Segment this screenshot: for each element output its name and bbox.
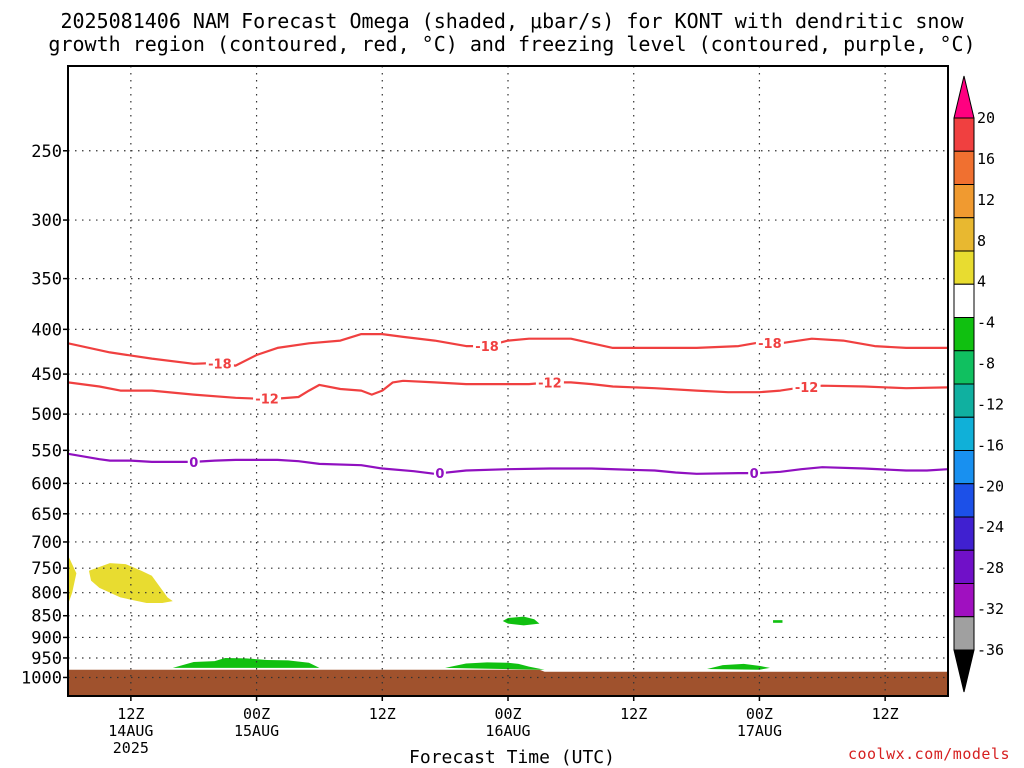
x-tick-label-78-0: 12Z — [872, 705, 899, 723]
colorbar-label-3: 8 — [977, 232, 986, 250]
contour-line--12 — [68, 379, 948, 400]
y-tick-label-300: 300 — [31, 211, 62, 231]
contour-label--18-0: -18 — [208, 358, 232, 373]
contour-label--18-1: -18 — [475, 340, 499, 355]
colorbar-band-7 — [953, 317, 975, 352]
x-tick-label-66-1: 17AUG — [737, 722, 782, 740]
colorbar-band-4 — [953, 217, 975, 252]
y-tick-label-800: 800 — [31, 584, 62, 604]
colorbar-band-2 — [953, 150, 975, 185]
x-axis-title: Forecast Time (UTC) — [409, 747, 615, 768]
colorbar-label-6: -8 — [977, 355, 995, 373]
contour-label-bg--12-0 — [253, 391, 282, 406]
colorbar-top-arrow — [953, 75, 975, 119]
colorbar-band-11 — [953, 450, 975, 485]
colorbar-band-14 — [953, 549, 975, 584]
colorbar-label-4: 4 — [977, 273, 986, 291]
chart-title-line-1: 2025081406 NAM Forecast Omega (shaded, μ… — [60, 9, 964, 33]
contour-label-bg--18-1 — [473, 339, 502, 354]
contour-label-bg--18-0 — [205, 356, 234, 371]
colorbar-band-8 — [953, 350, 975, 385]
omega-region-f — [445, 662, 545, 670]
colorbar-label-7: -12 — [977, 395, 1004, 413]
contour-label--12-0: -12 — [255, 393, 279, 408]
contour-label-0-0: 0 — [189, 456, 198, 471]
y-tick-label-650: 650 — [31, 505, 62, 525]
omega-region-a — [68, 555, 77, 605]
colorbar-label-1: 16 — [977, 150, 995, 168]
omega-region-b — [88, 563, 173, 603]
y-tick-label-900: 900 — [31, 628, 62, 648]
y-tick-label-600: 600 — [31, 474, 62, 494]
x-tick-label-6-1: 14AUG — [108, 722, 153, 740]
y-tick-label-850: 850 — [31, 607, 62, 627]
y-tick-label-550: 550 — [31, 441, 62, 461]
colorbar-band-12 — [953, 483, 975, 518]
contour-label-0-1: 0 — [435, 467, 444, 482]
y-tick-label-250: 250 — [31, 142, 62, 162]
x-tick-label-18-1: 15AUG — [234, 722, 279, 740]
colorbar-label-2: 12 — [977, 191, 995, 209]
y-tick-label-1000: 1000 — [21, 668, 62, 688]
y-tick-label-500: 500 — [31, 405, 62, 425]
contour-label--12-2: -12 — [795, 381, 819, 396]
contour-label-bg--18-2 — [755, 335, 784, 350]
colorbar-band-5 — [953, 250, 975, 285]
contour-label-bg-0-1 — [433, 466, 446, 481]
x-tick-label-18-0: 00Z — [243, 705, 270, 723]
site-credit: coolwx.com/models — [847, 745, 1010, 763]
contour-label-bg-0-0 — [187, 454, 200, 469]
colorbar-band-9 — [953, 383, 975, 418]
colorbar-label-10: -24 — [977, 518, 1004, 536]
colorbar-band-3 — [953, 184, 975, 219]
x-tick-label-42-0: 00Z — [494, 705, 521, 723]
omega-region-d — [773, 620, 783, 623]
contour-label--18-2: -18 — [758, 337, 782, 352]
contour-line-0 — [68, 452, 948, 475]
contour-label-bg-0-2 — [748, 466, 761, 481]
colorbar-label-11: -28 — [977, 559, 1004, 577]
contour-label-0-2: 0 — [750, 467, 759, 482]
y-tick-label-750: 750 — [31, 559, 62, 579]
omega-region-g — [707, 663, 770, 670]
colorbar-band-6 — [953, 283, 975, 318]
x-tick-label-66-0: 00Z — [746, 705, 773, 723]
colorbar-band-1 — [953, 117, 975, 152]
contour-label-bg--12-1 — [535, 375, 564, 390]
colorbar-band-13 — [953, 516, 975, 551]
colorbar-label-9: -20 — [977, 477, 1004, 495]
y-tick-label-950: 950 — [31, 649, 62, 669]
omega-region-e — [172, 657, 320, 668]
colorbar-label-0: 20 — [977, 109, 995, 127]
colorbar-band-16 — [953, 616, 975, 651]
chart-title-line-2: growth region (contoured, red, °C) and f… — [48, 32, 976, 56]
x-tick-label-42-1: 16AUG — [485, 722, 530, 740]
colorbar-band-10 — [953, 416, 975, 451]
y-tick-label-700: 700 — [31, 533, 62, 553]
omega-region-c — [502, 616, 540, 626]
contour-label-bg--12-2 — [792, 379, 821, 394]
contour-label--12-1: -12 — [538, 376, 562, 391]
plot-area: -18 -18 -18 -12 -12 -12 0 0 0 — [68, 66, 948, 696]
x-tick-label-30-0: 12Z — [369, 705, 396, 723]
x-tick-label-6-0: 12Z — [117, 705, 144, 723]
colorbar-label-13: -36 — [977, 641, 1004, 659]
colorbar-label-5: -4 — [977, 314, 995, 332]
colorbar-label-8: -16 — [977, 436, 1004, 454]
y-tick-label-450: 450 — [31, 365, 62, 385]
x-tick-label-54-0: 12Z — [620, 705, 647, 723]
colorbar-bottom-arrow — [953, 649, 975, 693]
y-tick-label-400: 400 — [31, 320, 62, 340]
x-tick-label-6-2: 2025 — [113, 739, 149, 757]
colorbar-band-15 — [953, 583, 975, 618]
colorbar-label-12: -32 — [977, 600, 1004, 618]
y-tick-label-350: 350 — [31, 270, 62, 290]
